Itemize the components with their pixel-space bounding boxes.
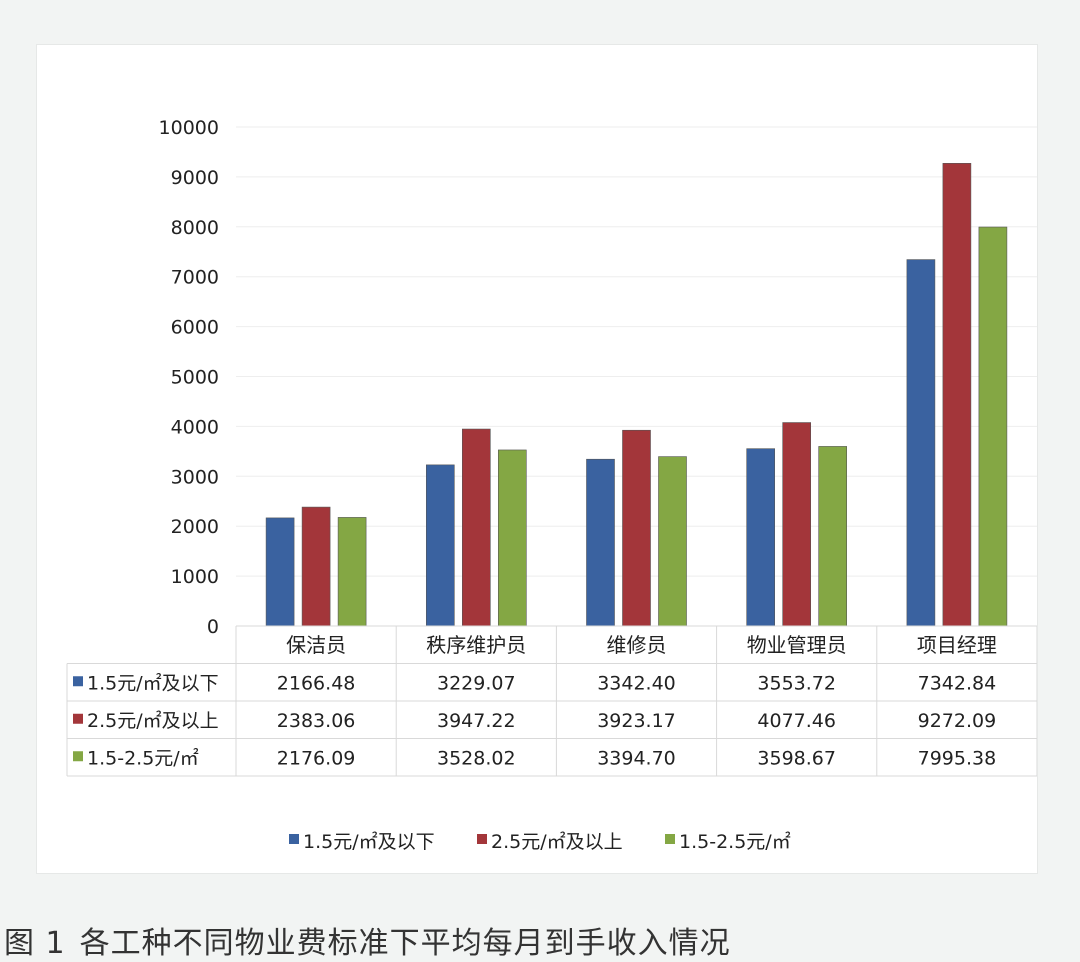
bar bbox=[746, 448, 776, 627]
chart-panel: 0 1000 2000 3000 4000 5000 6000 7000 8000 9000 100… bbox=[36, 44, 1038, 874]
legend-key bbox=[665, 834, 675, 844]
figure-caption-text: 各工种不同物业费标准下平均每月到手收入情况 bbox=[79, 926, 731, 961]
table-value: 2176.09 bbox=[277, 747, 356, 769]
y-tick-label: 8000 bbox=[171, 217, 219, 239]
table-legend-key bbox=[73, 713, 83, 724]
figure-caption: 图 1 各工种不同物业费标准下平均每月到手收入情况 bbox=[4, 918, 731, 961]
bar bbox=[265, 517, 295, 627]
legend-label: 1.5元/㎡及以下 bbox=[303, 830, 435, 853]
table-value: 3923.17 bbox=[597, 710, 676, 732]
legend-key bbox=[289, 834, 299, 844]
y-tick-label: 5000 bbox=[171, 367, 219, 389]
bar bbox=[942, 163, 972, 627]
table-value: 3947.22 bbox=[437, 710, 516, 732]
bar bbox=[425, 464, 455, 627]
y-tick-label: 10000 bbox=[159, 117, 219, 139]
table-value: 4077.46 bbox=[757, 710, 836, 732]
table-value: 3528.02 bbox=[437, 747, 516, 769]
category-label: 秩序维护员 bbox=[426, 633, 526, 657]
bar bbox=[782, 422, 812, 627]
category-label: 项目经理 bbox=[917, 633, 997, 657]
y-tick-label: 0 bbox=[207, 616, 219, 638]
y-tick-label: 7000 bbox=[171, 267, 219, 289]
table-series-name: 2.5元/㎡及以上 bbox=[87, 709, 219, 732]
figure-label: 图 1 bbox=[4, 926, 66, 961]
y-tick-label: 9000 bbox=[171, 167, 219, 189]
y-tick-label: 4000 bbox=[171, 416, 219, 438]
y-tick-label: 3000 bbox=[171, 466, 219, 488]
bar bbox=[622, 429, 651, 627]
table-value: 3598.67 bbox=[757, 747, 836, 769]
bar bbox=[978, 226, 1008, 627]
bar bbox=[337, 517, 367, 627]
table-value: 7995.38 bbox=[918, 747, 997, 769]
legend-label: 1.5-2.5元/㎡ bbox=[679, 830, 791, 853]
bar bbox=[497, 449, 527, 627]
legend-label: 2.5元/㎡及以上 bbox=[491, 830, 623, 853]
table-value: 3394.70 bbox=[597, 747, 676, 769]
bar bbox=[818, 446, 848, 627]
y-tick-label: 2000 bbox=[171, 516, 219, 538]
table-value: 2166.48 bbox=[277, 672, 356, 694]
table-legend-key bbox=[73, 751, 83, 762]
bar bbox=[301, 506, 331, 627]
category-label: 维修员 bbox=[607, 633, 667, 657]
table-value: 3553.72 bbox=[757, 672, 836, 694]
table-legend-key bbox=[73, 676, 83, 687]
bar bbox=[586, 458, 615, 627]
legend-key bbox=[477, 834, 487, 844]
table-value: 9272.09 bbox=[918, 710, 997, 732]
table-value: 3342.40 bbox=[597, 672, 676, 694]
table-series-name: 1.5元/㎡及以下 bbox=[87, 671, 219, 694]
table-value: 2383.06 bbox=[277, 710, 356, 732]
bar bbox=[906, 259, 936, 627]
bar-chart: 0 1000 2000 3000 4000 5000 6000 7000 8000 9000 100… bbox=[66, 117, 1037, 853]
y-tick-label: 1000 bbox=[171, 566, 219, 588]
bar bbox=[461, 428, 491, 627]
y-tick-label: 6000 bbox=[171, 317, 219, 339]
table-series-name: 1.5-2.5元/㎡ bbox=[87, 746, 199, 769]
table-value: 7342.84 bbox=[918, 672, 997, 694]
table-value: 3229.07 bbox=[437, 672, 516, 694]
bar bbox=[658, 456, 687, 627]
category-label: 物业管理员 bbox=[747, 633, 847, 657]
category-label: 保洁员 bbox=[286, 633, 346, 657]
